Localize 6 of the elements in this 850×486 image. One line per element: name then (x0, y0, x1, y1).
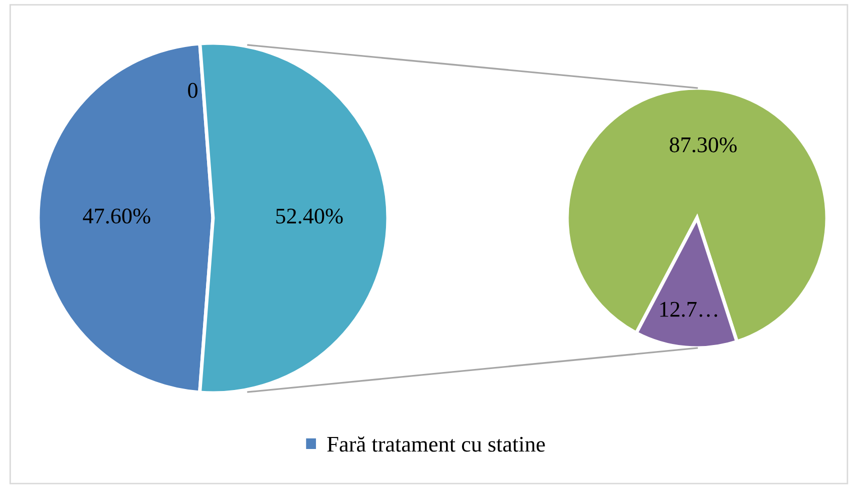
text: 0 (188, 82, 198, 98)
data-label: 12.7… (660, 302, 718, 317)
data-label: 87.30% (670, 137, 737, 152)
data-label: 52.40% (276, 208, 343, 224)
legend-label: Fară tratament cu statine (327, 436, 545, 452)
data-label: 47.60% (82, 208, 150, 224)
